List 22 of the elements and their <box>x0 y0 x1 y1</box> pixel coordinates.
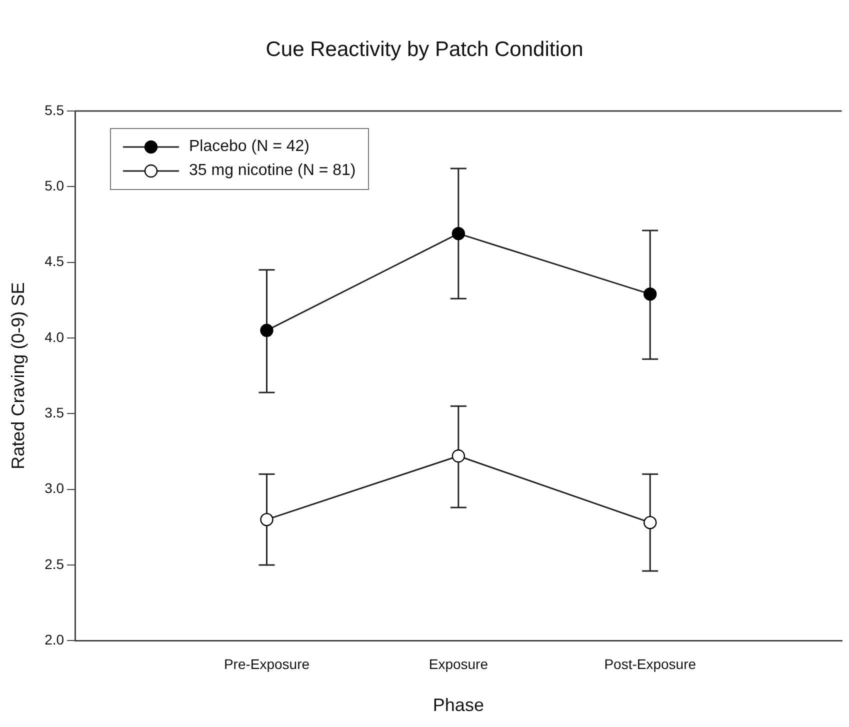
point <box>452 449 466 463</box>
point <box>260 512 274 526</box>
legend-label: 35 mg nicotine (N = 81) <box>189 162 356 180</box>
x-tick-label: Pre-Exposure <box>224 656 310 672</box>
x-axis-title: Phase <box>432 695 484 716</box>
y-tick-label: 3.0 <box>44 480 64 496</box>
x-tick-label: Post-Exposure <box>604 656 696 672</box>
legend-label: Placebo (N = 42) <box>189 138 310 156</box>
y-tick-label: 3.5 <box>44 404 64 420</box>
y-tick-label: 2.5 <box>44 556 64 572</box>
y-tick-label: 4.5 <box>44 253 64 270</box>
point <box>644 287 657 301</box>
x-tick-label: Exposure <box>428 656 488 672</box>
y-axis-title: Rated Craving (0-9) SE <box>8 282 28 470</box>
y-tick-label: 5.0 <box>44 178 64 194</box>
point <box>260 324 274 338</box>
point <box>452 226 466 240</box>
chart-title: Cue Reactivity by Patch Condition <box>264 38 584 62</box>
y-tick-label: 4.0 <box>44 328 64 345</box>
point <box>644 516 657 530</box>
y-tick-label: 2.0 <box>44 631 64 648</box>
y-tick-label: 5.5 <box>44 102 64 118</box>
